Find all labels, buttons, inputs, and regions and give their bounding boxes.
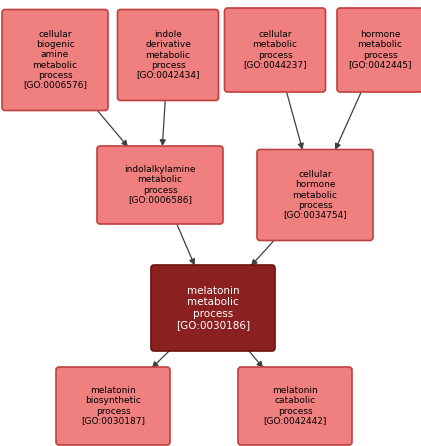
FancyBboxPatch shape [97,146,223,224]
Text: melatonin
metabolic
process
[GO:0030186]: melatonin metabolic process [GO:0030186] [176,286,250,330]
Text: hormone
metabolic
process
[GO:0042445]: hormone metabolic process [GO:0042445] [348,30,412,70]
Text: indolalkylamine
metabolic
process
[GO:0006586]: indolalkylamine metabolic process [GO:00… [124,165,196,205]
FancyBboxPatch shape [117,9,218,100]
FancyBboxPatch shape [238,367,352,445]
FancyBboxPatch shape [224,8,325,92]
FancyBboxPatch shape [2,9,108,111]
FancyBboxPatch shape [56,367,170,445]
Text: cellular
metabolic
process
[GO:0044237]: cellular metabolic process [GO:0044237] [243,30,307,70]
FancyBboxPatch shape [151,265,275,351]
Text: indole
derivative
metabolic
process
[GO:0042434]: indole derivative metabolic process [GO:… [136,30,200,79]
Text: cellular
hormone
metabolic
process
[GO:0034754]: cellular hormone metabolic process [GO:0… [283,170,347,219]
Text: cellular
biogenic
amine
metabolic
process
[GO:0006576]: cellular biogenic amine metabolic proces… [23,30,87,90]
FancyBboxPatch shape [257,149,373,240]
Text: melatonin
catabolic
process
[GO:0042442]: melatonin catabolic process [GO:0042442] [263,386,327,425]
FancyBboxPatch shape [337,8,421,92]
Text: melatonin
biosynthetic
process
[GO:0030187]: melatonin biosynthetic process [GO:00301… [81,386,145,425]
